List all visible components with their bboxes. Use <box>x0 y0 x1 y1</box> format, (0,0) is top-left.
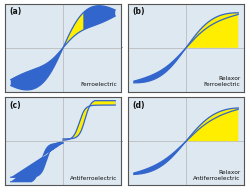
Polygon shape <box>63 101 115 140</box>
Text: (a): (a) <box>10 7 22 16</box>
Text: (c): (c) <box>10 101 21 110</box>
Polygon shape <box>63 101 115 140</box>
Polygon shape <box>134 13 238 83</box>
Polygon shape <box>186 13 238 48</box>
Text: Relaxor
Antiferroelectric: Relaxor Antiferroelectric <box>193 170 241 181</box>
Polygon shape <box>63 13 83 48</box>
Text: (d): (d) <box>133 101 145 110</box>
Text: Ferroelectric: Ferroelectric <box>81 82 118 88</box>
Polygon shape <box>134 108 238 174</box>
Text: (b): (b) <box>133 7 145 16</box>
Text: Antiferroelectric: Antiferroelectric <box>70 176 118 181</box>
Polygon shape <box>11 6 115 90</box>
Polygon shape <box>11 142 63 182</box>
Polygon shape <box>186 108 238 141</box>
Text: Relaxor
Ferroelectric: Relaxor Ferroelectric <box>204 76 241 88</box>
